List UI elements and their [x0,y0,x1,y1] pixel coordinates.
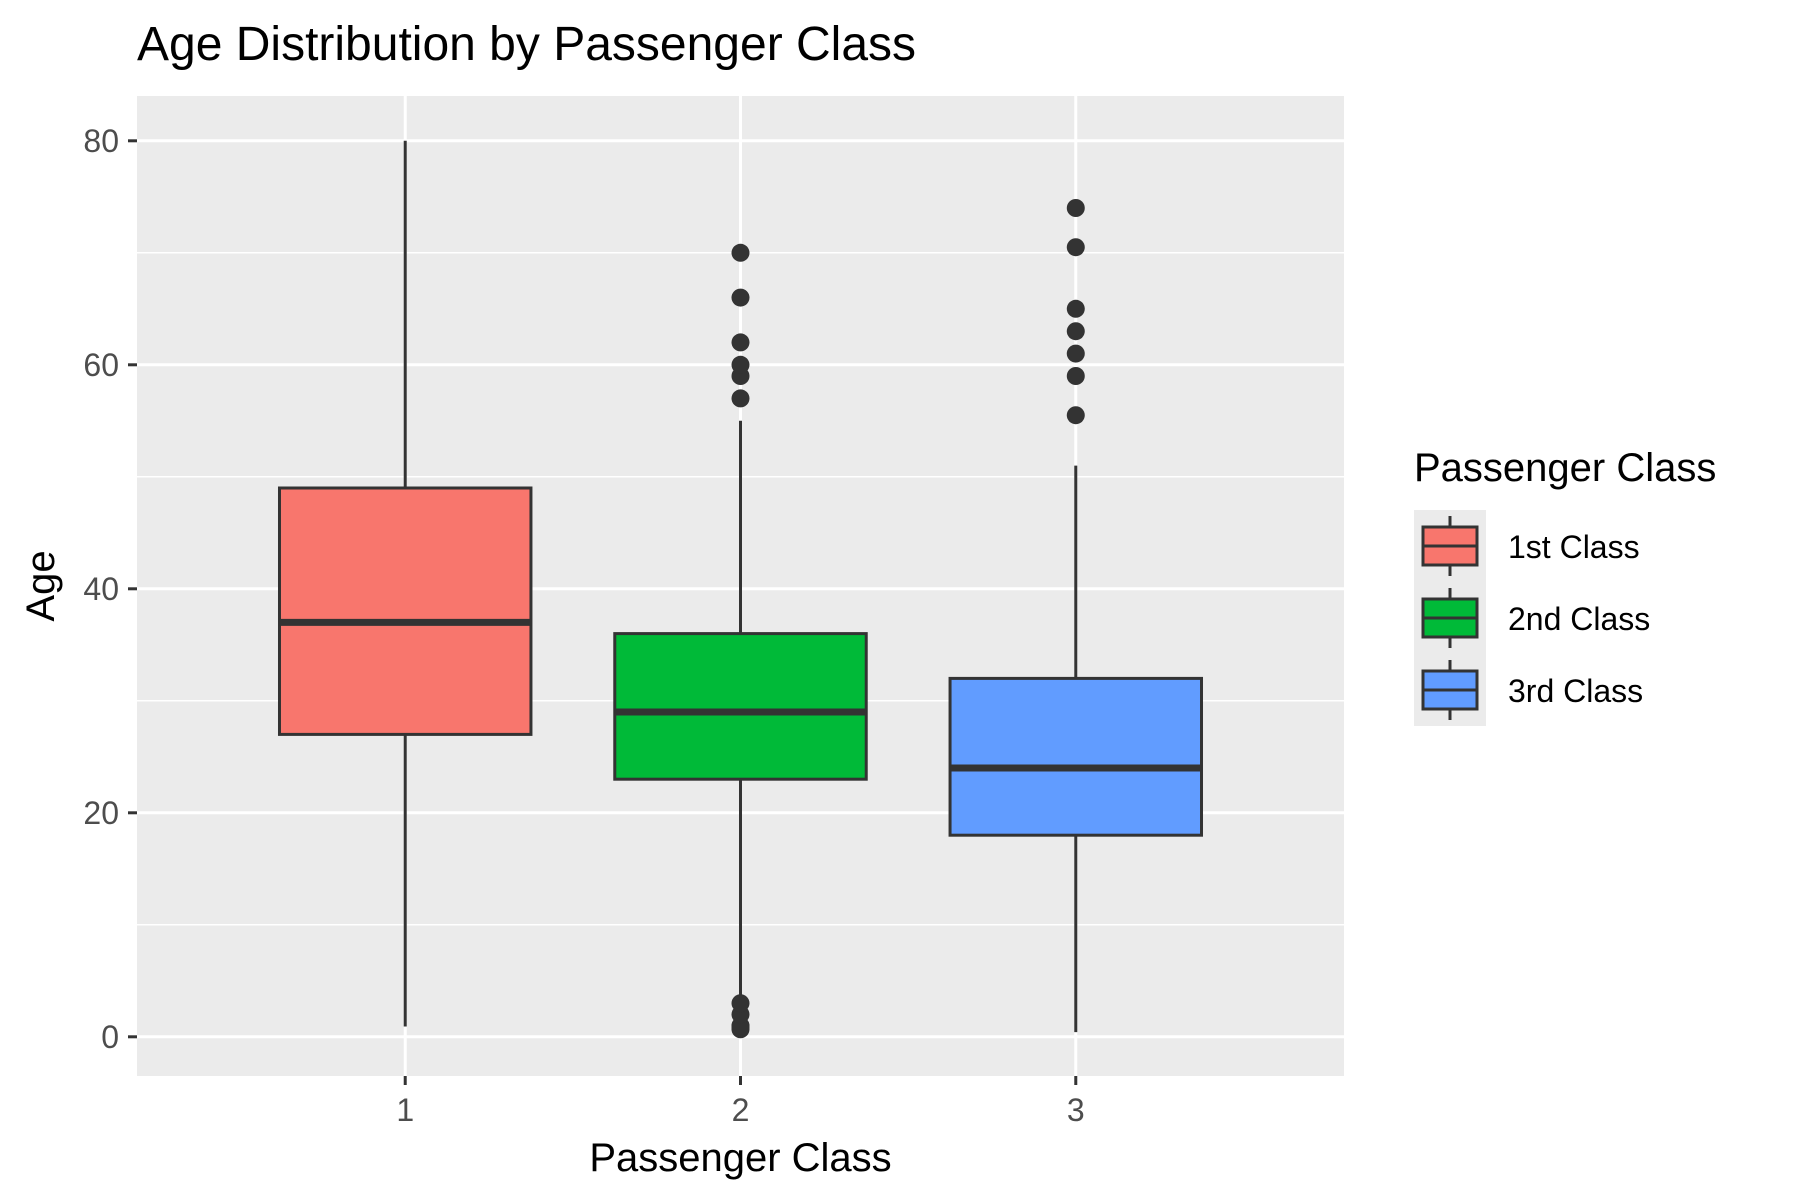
y-axis-title: Age [19,550,63,621]
box-iqr [277,486,533,736]
box-1 [277,140,533,1027]
outlier-point [1066,406,1085,425]
outlier-point [1066,322,1085,341]
legend-title: Passenger Class [1414,446,1716,490]
outlier-point [1066,344,1085,363]
box-3 [948,199,1204,1033]
legend-entry: 3rd Class [1421,660,1643,720]
outlier-point [731,288,750,307]
box-iqr [613,632,868,781]
chart-title: Age Distribution by Passenger Class [137,18,916,71]
outlier-point [1066,238,1085,257]
x-tick-label: 3 [1067,1092,1085,1128]
outlier-point [1066,367,1085,385]
outlier-point [731,389,750,408]
legend-label: 2nd Class [1508,601,1650,637]
y-tick-label: 60 [83,347,119,383]
box-iqr [948,676,1204,837]
outlier-point [731,355,750,374]
y-tick-label: 40 [83,571,119,607]
y-tick-label: 20 [83,795,119,831]
outlier-point [1066,199,1085,217]
outlier-point [731,243,750,262]
x-tick-label: 2 [732,1092,750,1128]
legend-entry: 2nd Class [1421,588,1650,648]
box-marks [277,140,1204,1039]
y-tick-label: 80 [83,123,119,159]
outlier-point [731,333,750,352]
outlier-point [1066,299,1085,318]
legend-label: 3rd Class [1508,673,1643,709]
x-tick-label: 1 [396,1092,414,1128]
legend: Passenger Class 1st Class 2nd Class 3rd Cl… [1414,446,1716,726]
legend-entry: 1st Class [1421,516,1640,576]
outlier-point [731,994,750,1013]
axes: 0 20 40 60 80 1 2 3 [83,123,1084,1128]
y-tick-label: 0 [101,1019,119,1055]
box-2 [613,243,868,1039]
legend-label: 1st Class [1508,529,1640,565]
x-axis-title: Passenger Class [589,1136,891,1180]
